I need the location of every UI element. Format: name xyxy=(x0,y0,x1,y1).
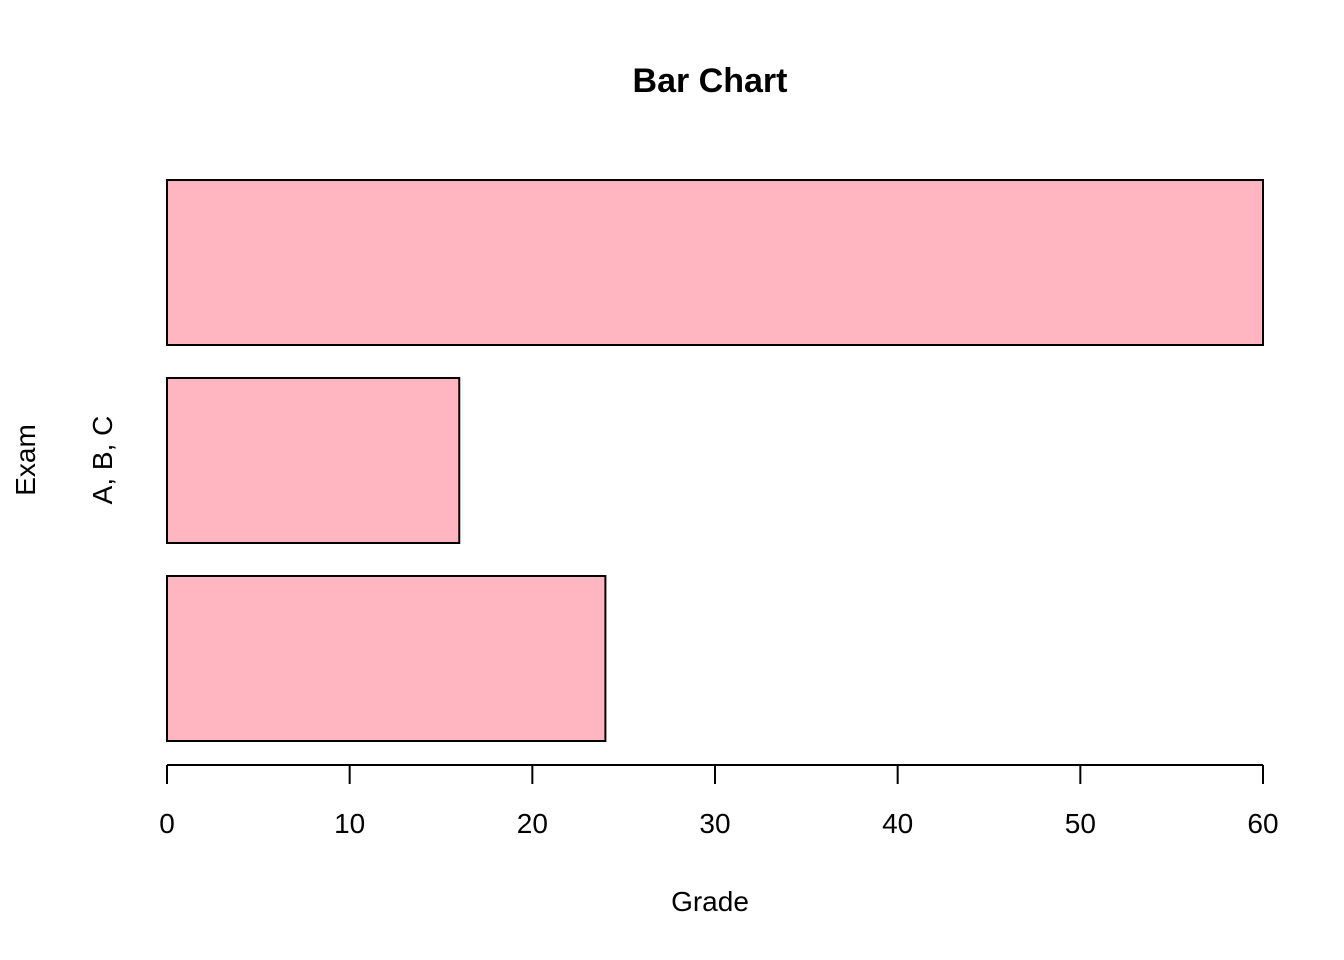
x-tick-label: 40 xyxy=(882,808,913,839)
bar-1 xyxy=(166,377,461,544)
bar-0 xyxy=(166,575,607,742)
x-tick-label: 60 xyxy=(1247,808,1278,839)
bars-group xyxy=(166,179,1264,742)
x-ticks-group: 0 10 20 30 40 50 60 xyxy=(159,765,1279,839)
bar-2 xyxy=(166,179,1264,346)
chart-title: Bar Chart xyxy=(633,62,788,100)
x-tick-label: 50 xyxy=(1065,808,1096,839)
x-tick-label: 0 xyxy=(159,808,175,839)
category-axis-label: A, B, C xyxy=(87,416,118,505)
x-axis: 0 10 20 30 40 50 60 xyxy=(159,764,1279,839)
y-axis-label: Exam xyxy=(10,424,41,496)
x-tick-label: 10 xyxy=(334,808,365,839)
x-axis-label: Grade xyxy=(671,886,749,917)
x-tick-label: 20 xyxy=(517,808,548,839)
x-tick-label: 30 xyxy=(699,808,730,839)
